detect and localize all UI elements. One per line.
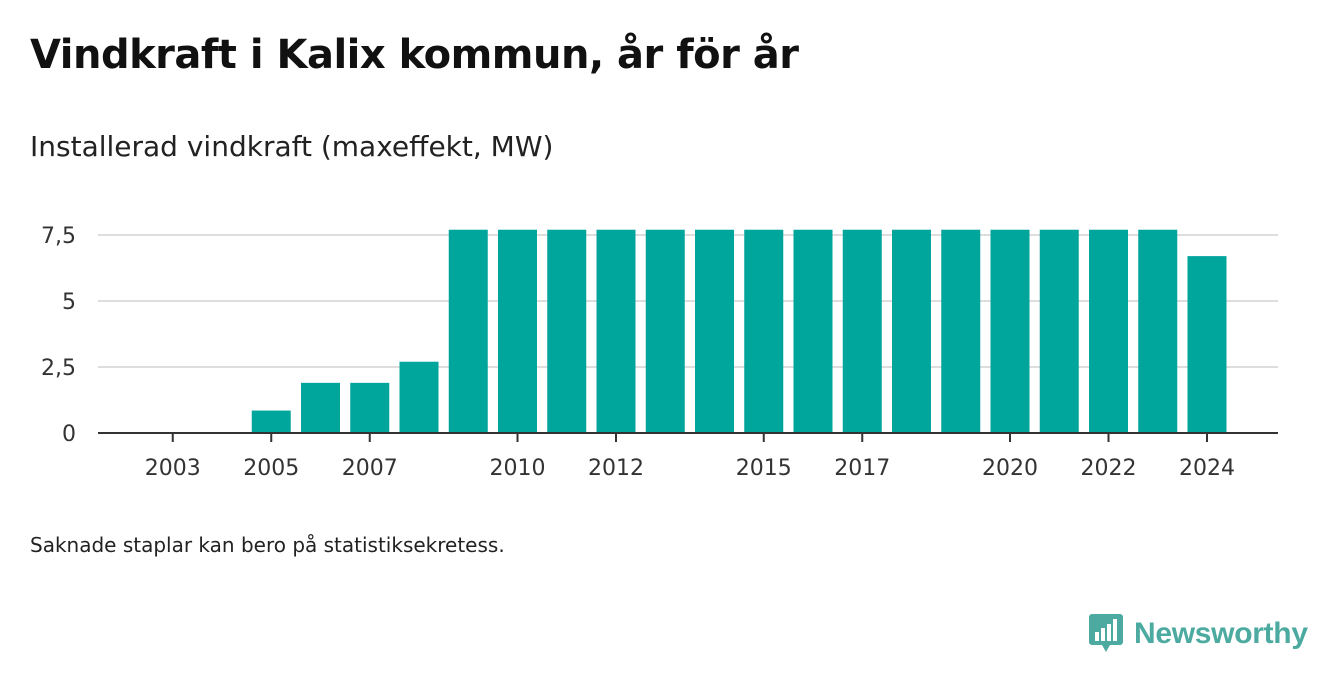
bar-2010	[498, 229, 537, 433]
bar-2009	[448, 229, 488, 433]
y-tick-label: 5	[62, 290, 76, 315]
bars	[251, 229, 1227, 433]
footnote: Saknade staplar kan bero på statistiksek…	[30, 533, 505, 557]
x-tick-label: 2020	[982, 456, 1038, 481]
bar-2011	[547, 229, 587, 433]
x-tick-label: 2003	[145, 456, 201, 481]
chart-subtitle: Installerad vindkraft (maxeffekt, MW)	[30, 130, 554, 163]
y-tick-label: 0	[62, 422, 76, 447]
x-tick-label: 2015	[736, 456, 792, 481]
brand-name: Newsworthy	[1134, 617, 1308, 650]
brand-logo: Newsworthy	[1088, 612, 1308, 656]
chart-title: Vindkraft i Kalix kommun, år för år	[30, 32, 799, 78]
x-tick-label: 2012	[588, 456, 644, 481]
x-tick-label: 2024	[1179, 456, 1235, 481]
bar-2008	[399, 361, 439, 433]
bar-2014	[695, 229, 734, 433]
bar-2012	[596, 229, 636, 433]
bar-2017	[842, 229, 882, 433]
x-tick-label: 2007	[342, 456, 398, 481]
bar-2015	[744, 229, 784, 433]
bar-2018	[892, 229, 931, 433]
bar-2021	[1039, 229, 1079, 433]
bar-2007	[350, 382, 390, 433]
bar-2006	[301, 382, 340, 433]
bar-2005	[251, 410, 291, 433]
bar-2023	[1138, 229, 1178, 433]
x-tick-label: 2005	[243, 456, 299, 481]
bar-2022	[1089, 229, 1128, 433]
bar-2016	[793, 229, 833, 433]
x-tick-label: 2022	[1081, 456, 1137, 481]
x-tick-label: 2017	[834, 456, 890, 481]
y-tick-label: 2,5	[41, 356, 76, 381]
newsworthy-logo-icon	[1089, 614, 1123, 652]
grid-lines	[98, 234, 1278, 368]
bar-chart: 0 2,5 5 7,5 2003 2005 2007 2010 2012 2015 2017 2020…	[41, 224, 1278, 481]
x-tick-label: 2010	[490, 456, 546, 481]
bar-2013	[645, 229, 685, 433]
y-tick-label: 7,5	[41, 224, 76, 249]
tick-labels: 0 2,5 5 7,5 2003 2005 2007 2010 2012 2015 2017 2020…	[41, 224, 1235, 481]
bar-2024	[1187, 256, 1227, 433]
axes	[98, 432, 1278, 442]
bar-2020	[990, 229, 1030, 433]
bar-2019	[941, 229, 981, 433]
